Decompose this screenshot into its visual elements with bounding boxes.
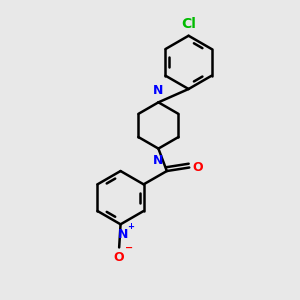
Text: N: N xyxy=(153,154,164,166)
Text: O: O xyxy=(193,161,203,174)
Text: O: O xyxy=(114,251,124,264)
Text: N: N xyxy=(118,228,128,241)
Text: N: N xyxy=(153,84,164,98)
Text: +: + xyxy=(128,222,135,231)
Text: Cl: Cl xyxy=(181,17,196,31)
Text: −: − xyxy=(125,243,133,253)
